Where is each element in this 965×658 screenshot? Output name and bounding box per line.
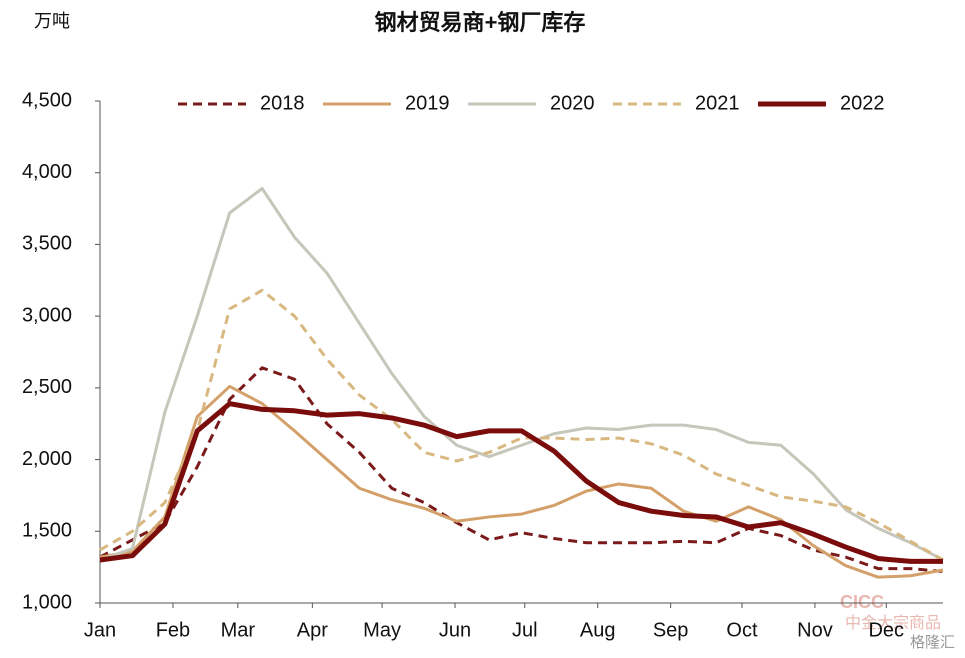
y-tick-label: 4,000 [22,161,72,183]
series-line [99,366,944,573]
y-tick-label: 2,500 [22,376,72,398]
legend-label: 2020 [550,92,595,114]
series-line [99,384,944,579]
y-tick-label: 1,500 [22,520,72,542]
x-tick-label: May [363,619,401,641]
watermark: CICC [840,592,884,612]
x-tick-label: Dec [868,619,904,641]
x-tick-label: Oct [726,619,758,641]
x-tick-label: Mar [221,619,256,641]
watermark: 格隆汇 [910,634,955,651]
legend-label: 2021 [695,92,740,114]
legend-label: 2019 [405,92,450,114]
series-line [99,401,943,564]
series-line [99,288,944,562]
y-tick-label: 3,500 [22,233,72,255]
series-line [99,186,944,562]
x-tick-label: Apr [297,619,328,641]
x-tick-label: Jun [439,619,471,641]
x-tick-label: Sep [653,619,689,641]
x-tick-label: Feb [156,619,190,641]
y-tick-label: 3,000 [22,304,72,326]
x-tick-label: Nov [797,619,833,641]
y-tick-label: 2,000 [22,448,72,470]
y-tick-label: 1,000 [22,591,72,613]
chart-title: 钢材贸易商+钢厂库存 [375,10,586,35]
y-tick-label: 4,500 [22,89,72,111]
legend-label: 2018 [260,92,305,114]
watermark: 中金大宗商品 [845,614,941,632]
x-tick-label: Aug [580,619,616,641]
x-tick-label: Jan [84,619,116,641]
y-unit: 万吨 [34,11,70,31]
legend-label: 2022 [840,92,885,114]
x-tick-label: Jul [512,619,538,641]
